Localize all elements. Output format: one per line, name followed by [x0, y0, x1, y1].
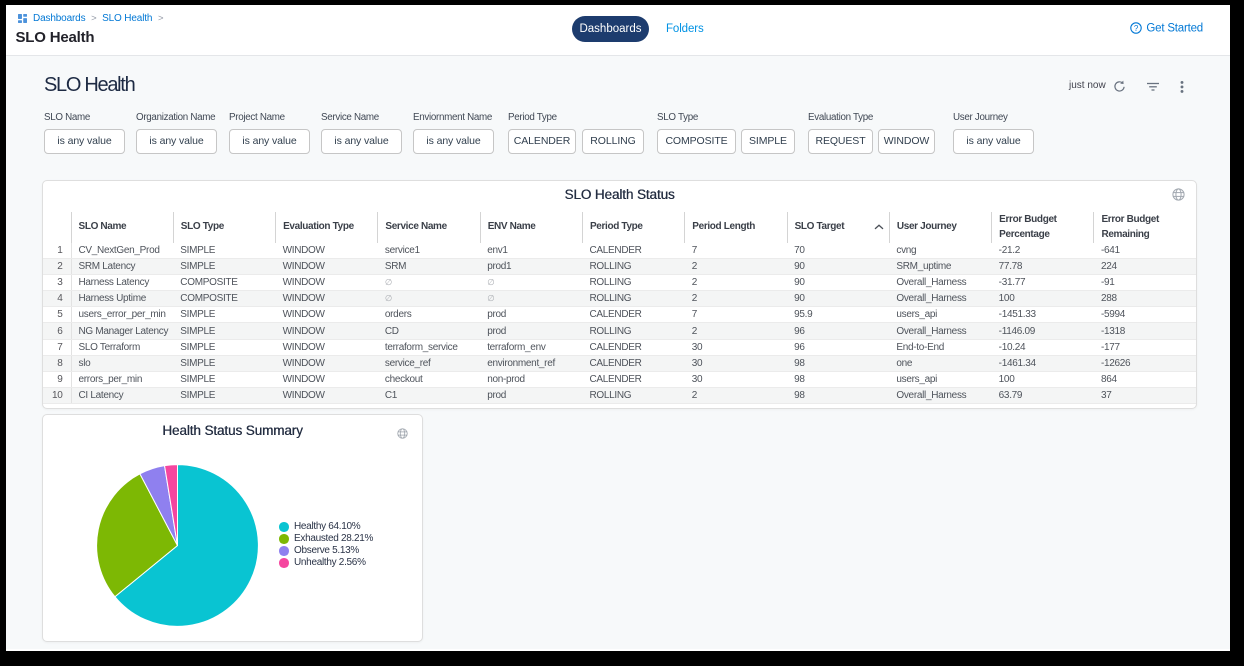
svg-text:?: ?: [1134, 24, 1139, 33]
